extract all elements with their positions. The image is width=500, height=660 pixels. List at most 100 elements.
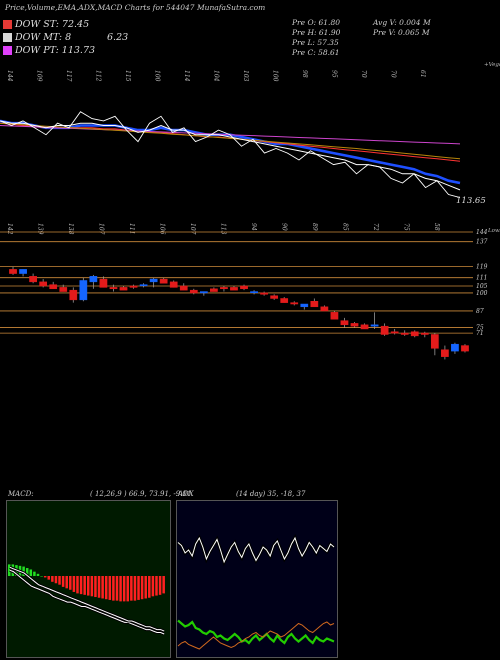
- ema-x-tick: 144: [6, 70, 13, 82]
- macd-histogram-bar: [65, 576, 68, 589]
- macd-histogram-bar: [115, 576, 119, 601]
- legend-dow-pt: [3, 46, 12, 55]
- candle-body: [89, 276, 98, 283]
- price-x-tick: 89: [311, 223, 318, 231]
- candle-body: [280, 298, 289, 303]
- candle-body: [340, 320, 349, 326]
- chart-title: Price,Volume,EMA,ADX,MACD Charts for 544…: [5, 3, 266, 12]
- macd-histogram-bar: [148, 576, 151, 598]
- legend-dow-pt-label: DOW PT: 113.73: [15, 45, 96, 56]
- candle-body: [129, 285, 138, 288]
- ema-x-tick: 114: [183, 70, 190, 82]
- macd-histogram-bar: [8, 564, 11, 576]
- price-level-label: 71: [476, 330, 484, 337]
- price-level-label: 75: [476, 325, 484, 332]
- macd-histogram-bar: [61, 576, 65, 587]
- adx-series-line: [177, 619, 335, 645]
- ema-x-tick: 104: [213, 70, 220, 82]
- ema-x-tick: 95: [331, 70, 338, 78]
- price-x-tick: 90: [281, 223, 288, 231]
- candle-body: [179, 285, 188, 291]
- legend-dow-mt-label: DOW MT: 8: [15, 32, 72, 43]
- candle-body: [290, 302, 299, 305]
- macd-histogram-bar: [108, 576, 112, 600]
- ema-x-tick: 103: [242, 70, 249, 82]
- candle-body: [210, 288, 218, 292]
- candle-body: [451, 343, 459, 352]
- candle-body: [149, 278, 158, 283]
- macd-histogram-bar: [36, 573, 40, 576]
- ema-x-tick: 61: [419, 70, 426, 78]
- price-x-tick: 142: [6, 223, 13, 235]
- prev-open: Pre O: 61.80: [292, 18, 340, 27]
- adx-line-shadow: [176, 534, 336, 567]
- price-x-tick: 72: [372, 223, 379, 231]
- candle-body: [400, 332, 409, 335]
- macd-params: ( 12,26,9 ) 66.9, 73.91, -9.01: [90, 490, 192, 498]
- macd-histogram-bar: [144, 576, 147, 599]
- macd-histogram-bar: [54, 576, 58, 584]
- ema-x-tick: 100: [272, 70, 279, 82]
- candle-body: [99, 278, 108, 288]
- candle-body: [441, 349, 449, 357]
- ema-x-tick: 70: [360, 70, 367, 78]
- macd-signal-line: [9, 566, 165, 632]
- avg-volume: Avg V: 0.004 M: [373, 18, 431, 27]
- adx-series-line: [177, 621, 335, 650]
- candle-body: [461, 345, 469, 352]
- macd-histogram-bar: [94, 576, 97, 598]
- prev-low: Pre L: 57.35: [292, 38, 339, 47]
- price-level-label: 137: [476, 239, 488, 246]
- price-x-tick: 111: [128, 223, 135, 234]
- macd-histogram-bar: [162, 576, 165, 594]
- macd-histogram-bar: [90, 576, 94, 597]
- macd-histogram-bar: [133, 576, 137, 601]
- macd-histogram-bar: [83, 576, 86, 595]
- price-x-tick: 94: [250, 223, 257, 231]
- candle-body: [9, 269, 17, 274]
- macd-histogram-bar: [112, 576, 115, 601]
- macd-histogram-bar: [43, 576, 47, 578]
- legend-dow-st-label: DOW ST: 72.45: [15, 19, 90, 30]
- candle-body: [430, 334, 439, 349]
- price-x-tick: 106: [159, 223, 166, 235]
- macd-histogram-bar: [140, 576, 144, 600]
- macd-title: MACD:: [8, 490, 34, 498]
- ema-series-line: [0, 120, 461, 191]
- ema-x-tick: 117: [65, 70, 72, 82]
- ema-x-tick: 112: [95, 70, 102, 82]
- ema-x-tick: 98: [301, 70, 308, 78]
- macd-histogram-bar: [69, 576, 72, 590]
- candle-body: [189, 289, 198, 294]
- price-x-tick: 107: [189, 223, 196, 235]
- ema-axis-label: +Vega: [484, 62, 500, 68]
- prev-volume: Pre V: 0.065 M: [373, 28, 430, 37]
- candle-body: [260, 292, 268, 295]
- price-level-label: 111: [476, 275, 487, 282]
- macd-histogram-bar: [29, 569, 33, 576]
- macd-histogram-bar: [40, 576, 43, 577]
- legend-dow-st: [3, 20, 12, 29]
- ema-x-tick: 70: [390, 70, 397, 78]
- ema-x-tick: 109: [36, 70, 43, 82]
- candle-body: [380, 325, 389, 335]
- candle-body: [310, 301, 319, 308]
- price-x-tick: 107: [98, 223, 105, 235]
- price-level-label: 144: [476, 229, 488, 236]
- macd-histogram-bar: [101, 576, 104, 599]
- candle-body: [390, 331, 399, 334]
- price-x-tick: 113: [220, 223, 227, 235]
- macd-histogram-bar: [51, 576, 54, 582]
- adx-params: (14 day) 35, -18, 37: [236, 490, 306, 498]
- macd-histogram-bar: [79, 576, 83, 595]
- candle-body: [29, 276, 37, 283]
- candle-body: [159, 278, 168, 284]
- candle-body: [350, 323, 359, 327]
- candle-body: [79, 280, 88, 301]
- macd-histogram-bar: [58, 576, 61, 585]
- price-x-tick: 75: [403, 223, 410, 231]
- price-x-tick: 58: [433, 223, 440, 231]
- macd-histogram-bar: [155, 576, 158, 596]
- candle-body: [59, 287, 68, 292]
